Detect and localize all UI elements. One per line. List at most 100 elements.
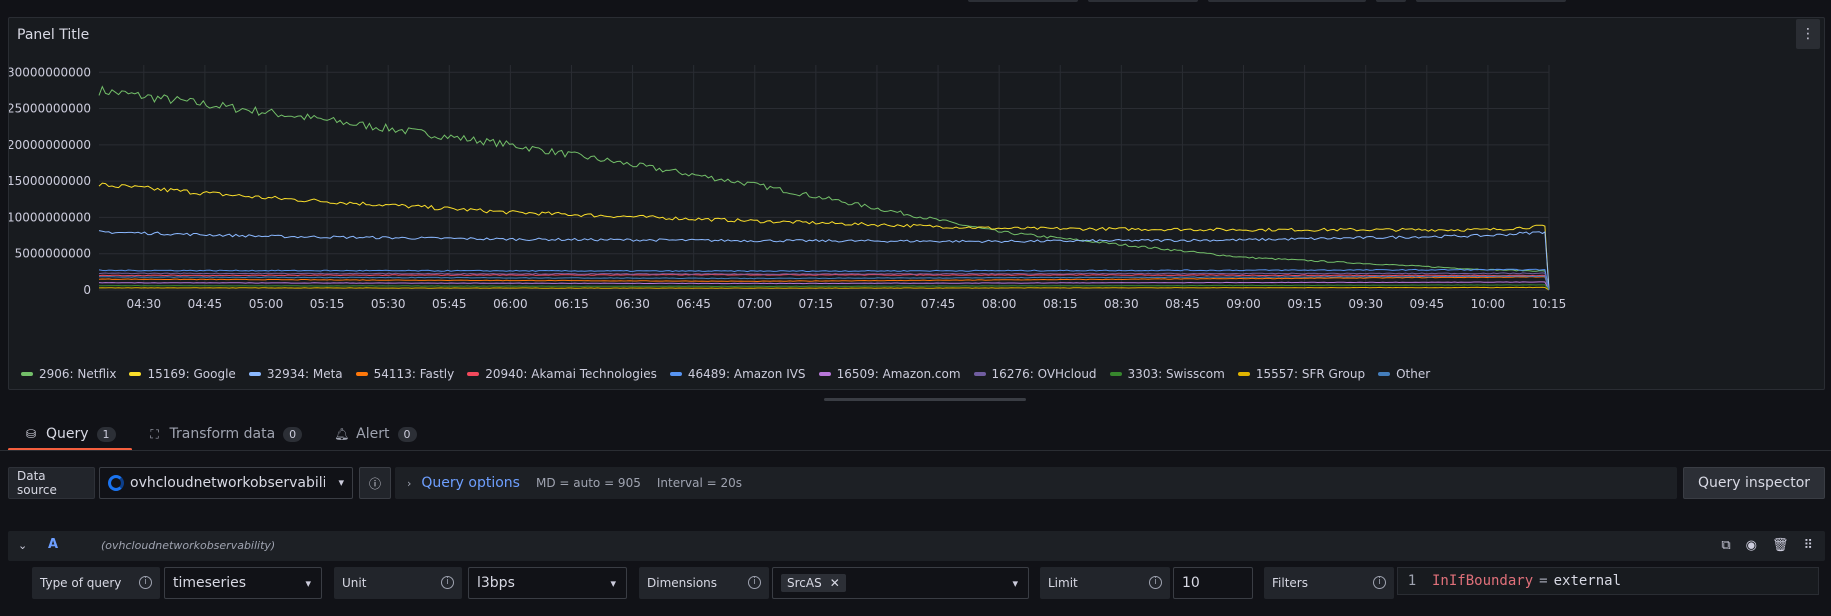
x-tick-label: 09:30 <box>1348 297 1383 311</box>
filters-label: Filters i <box>1264 567 1394 599</box>
chevron-down-icon: ▾ <box>338 476 344 489</box>
legend-item[interactable]: 15557: SFR Group <box>1237 367 1365 381</box>
eye-icon[interactable]: ◉ <box>1745 538 1757 553</box>
legend-label: 15169: Google <box>147 367 236 381</box>
tab-alert-count: 0 <box>397 426 417 442</box>
legend-label: 46489: Amazon IVS <box>687 367 806 381</box>
series-line[interactable] <box>98 286 1550 291</box>
panel-menu-button[interactable]: ⋮ <box>1796 19 1820 49</box>
filters-code-editor[interactable]: 1 InIfBoundary = external <box>1397 567 1819 595</box>
x-tick-label: 05:45 <box>432 297 467 311</box>
legend-label: 20940: Akamai Technologies <box>485 367 657 381</box>
filter-operator: = <box>1539 573 1548 589</box>
datasource-value: ovhcloudnetworkobservability <box>130 475 325 491</box>
series-line[interactable] <box>98 268 1550 291</box>
info-icon: i <box>139 576 152 589</box>
series-line[interactable] <box>98 272 1550 291</box>
datasource-label: Data source <box>8 467 95 499</box>
x-tick-label: 08:45 <box>1165 297 1200 311</box>
series-line[interactable] <box>98 275 1550 291</box>
datasource-picker[interactable]: ovhcloudnetworkobservability ▾ <box>99 467 353 499</box>
y-tick-label: 30000000000 <box>9 65 91 79</box>
tab-transform-label: Transform data <box>169 426 276 442</box>
series-line[interactable] <box>98 284 1550 291</box>
info-icon: i <box>748 576 761 589</box>
toolbar-stub <box>968 0 1078 2</box>
legend-swatch <box>1378 372 1391 376</box>
duplicate-icon[interactable]: ⧉ <box>1721 538 1731 553</box>
legend-item[interactable]: 32934: Meta <box>248 367 343 381</box>
query-inspector-button[interactable]: Query inspector <box>1683 467 1825 499</box>
unit-select[interactable]: l3bps ▾ <box>468 567 627 599</box>
x-tick-label: 10:15 <box>1532 297 1567 311</box>
legend-swatch <box>1237 372 1250 376</box>
type-of-query-select[interactable]: timeseries ▾ <box>164 567 322 599</box>
legend-item[interactable]: 46489: Amazon IVS <box>669 367 806 381</box>
legend-swatch <box>1109 372 1122 376</box>
toolbar-stub <box>1208 0 1366 2</box>
legend-label: 32934: Meta <box>266 367 343 381</box>
legend-item[interactable]: Other <box>1378 367 1430 381</box>
legend-label: 54113: Fastly <box>373 367 455 381</box>
interval-value: Interval = 20s <box>656 476 743 490</box>
query-options-title[interactable]: Query options <box>421 475 520 491</box>
x-tick-label: 09:15 <box>1287 297 1322 311</box>
legend-item[interactable]: 54113: Fastly <box>355 367 455 381</box>
x-tick-label: 06:00 <box>493 297 528 311</box>
legend-label: 2906: Netflix <box>39 367 117 381</box>
legend-item[interactable]: 3303: Swisscom <box>1109 367 1225 381</box>
trash-icon[interactable]: 🗑︎ <box>1771 538 1789 553</box>
info-icon: i <box>1149 576 1162 589</box>
query-ref-id[interactable]: A <box>48 537 59 552</box>
limit-input[interactable]: 10 <box>1173 567 1253 599</box>
series-line[interactable] <box>98 182 1550 291</box>
query-options-bar[interactable]: › Query options MD = auto = 905 Interval… <box>395 467 1677 499</box>
legend-item[interactable]: 16509: Amazon.com <box>818 367 961 381</box>
panel-resize-handle[interactable] <box>824 398 1026 401</box>
legend-swatch <box>21 372 33 376</box>
series-line[interactable] <box>98 281 1550 291</box>
tab-transform-count: 0 <box>283 426 303 442</box>
legend-swatch <box>248 372 261 376</box>
datasource-help-button[interactable]: ⓘ <box>359 467 391 499</box>
legend-item[interactable]: 15169: Google <box>129 367 236 381</box>
legend-item[interactable]: 2906: Netflix <box>21 367 116 381</box>
x-tick-label: 09:45 <box>1410 297 1445 311</box>
y-tick-label: 0 <box>83 283 91 297</box>
collapse-chevron-icon[interactable]: ⌄ <box>18 539 28 552</box>
drag-handle-icon[interactable]: ⠿ <box>1803 538 1813 553</box>
query-datasource-name: (ovhcloudnetworkobservability) <box>101 539 276 552</box>
legend-item[interactable]: 20940: Akamai Technologies <box>467 367 657 381</box>
type-of-query-label: Type of query i <box>32 567 160 599</box>
legend-label: Other <box>1396 367 1431 381</box>
legend-label: 3303: Swisscom <box>1127 367 1225 381</box>
series-line[interactable] <box>98 85 1550 291</box>
transform-icon: ⛶ <box>150 426 159 441</box>
y-tick-label: 25000000000 <box>9 102 91 116</box>
toolbar-stub <box>1376 0 1406 2</box>
timeseries-chart[interactable]: 30000000000 25000000000 20000000000 1500000… <box>9 18 1826 363</box>
bell-icon: 🔔︎ <box>334 427 350 441</box>
legend-item[interactable]: 16276: OVHcloud <box>973 367 1097 381</box>
series-line[interactable] <box>98 230 1550 291</box>
limit-label: Limit i <box>1040 567 1170 599</box>
type-of-query-value: timeseries <box>173 575 247 591</box>
series-line[interactable] <box>98 273 1550 291</box>
remove-chip-icon[interactable]: ✕ <box>829 576 840 590</box>
tab-query[interactable]: ⛁ Query 1 <box>8 418 132 451</box>
datasource-logo-icon <box>108 475 124 491</box>
panel-title: Panel Title <box>17 27 90 43</box>
info-icon: i <box>1373 576 1386 589</box>
legend-swatch <box>973 372 986 376</box>
dimensions-multiselect[interactable]: SrcAS ✕ ▾ <box>772 567 1029 599</box>
tab-transform[interactable]: ⛶ Transform data 0 <box>132 418 319 450</box>
x-tick-label: 05:30 <box>371 297 406 311</box>
chevron-right-icon: › <box>407 476 412 490</box>
series-line[interactable] <box>98 276 1550 291</box>
x-tick-label: 06:30 <box>615 297 650 311</box>
legend-swatch <box>669 372 682 376</box>
tab-alert[interactable]: 🔔︎ Alert 0 <box>318 418 432 450</box>
legend-label: 16276: OVHcloud <box>991 367 1097 381</box>
dimensions-text: Dimensions <box>647 576 718 590</box>
tab-query-count: 1 <box>96 426 116 442</box>
